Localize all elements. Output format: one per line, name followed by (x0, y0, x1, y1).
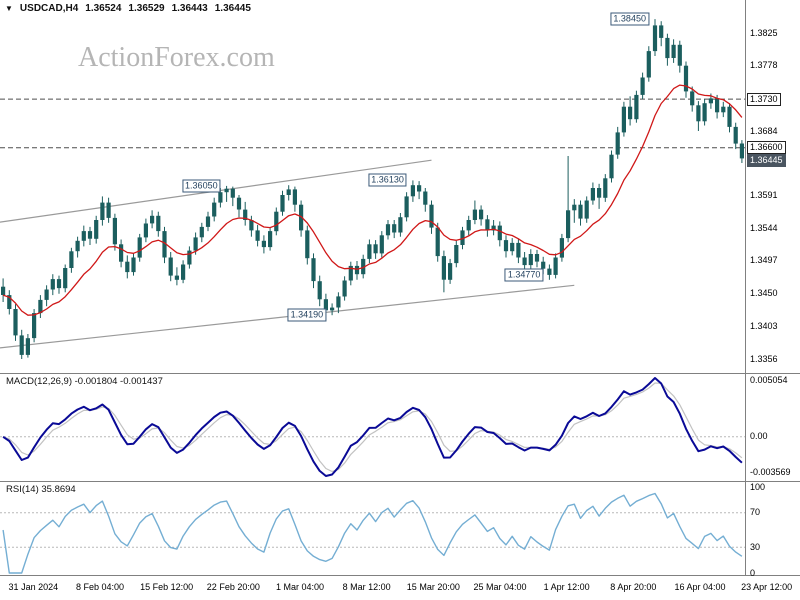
quote-open: 1.36524 (85, 3, 122, 14)
quote-high: 1.36529 (128, 3, 165, 14)
support-resistance-lines (0, 98, 745, 149)
quote-close: 1.36445 (214, 3, 251, 14)
rsi-guide-lines (0, 512, 745, 548)
chart-marker-icon[interactable]: ▼ (5, 4, 13, 13)
rsi-line (2, 492, 743, 574)
watermark-logo: ActionForex.com (78, 42, 275, 73)
macd-main-line (2, 377, 743, 477)
moving-average-line (2, 84, 743, 316)
panel-separators (0, 0, 800, 576)
quote-low: 1.36443 (171, 3, 208, 14)
macd-indicator-label: MACD(12,26,9) -0.001804 -0.001437 (6, 376, 163, 387)
candles-series (1, 19, 744, 359)
rsi-indicator-label: RSI(14) 35.8694 (6, 484, 76, 495)
trend-channel-lines (0, 159, 575, 349)
chart-header: ▼ USDCAD,H4 1.36524 1.36529 1.36443 1.36… (5, 3, 251, 15)
macd-signal-line (2, 382, 743, 473)
symbol-timeframe-label: USDCAD,H4 (19, 3, 79, 14)
